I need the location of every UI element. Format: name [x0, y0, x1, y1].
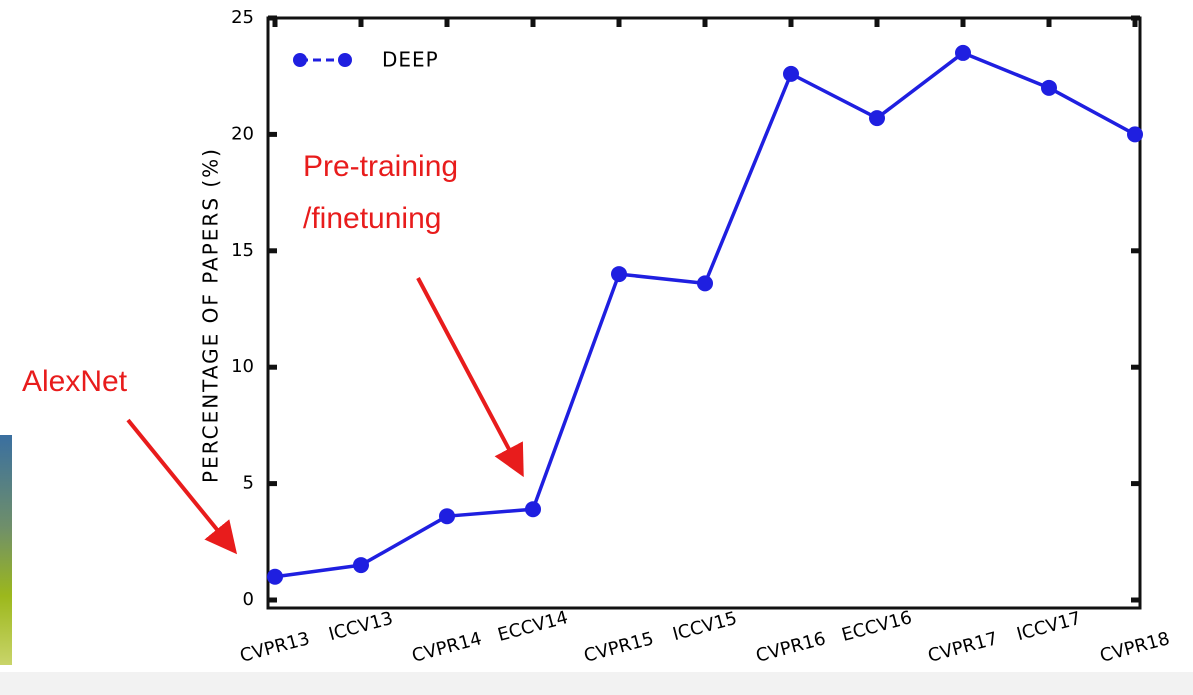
data-point	[611, 266, 627, 282]
x-tick-label: ICCV17	[1014, 608, 1083, 645]
data-point	[697, 275, 713, 291]
x-tick-label: CVPR16	[754, 628, 828, 667]
data-point	[353, 557, 369, 573]
y-tick-label: 10	[231, 356, 254, 377]
y-axis-label: PERCENTAGE OF PAPERS (%)	[199, 147, 223, 483]
y-tick-label: 20	[231, 123, 254, 144]
legend-marker	[338, 53, 352, 67]
x-tick-label: ICCV15	[670, 608, 739, 645]
data-point	[267, 569, 283, 585]
x-tick-label: CVPR15	[582, 628, 656, 667]
x-tick-label: CVPR13	[238, 628, 312, 667]
legend-label: DEEP	[382, 48, 439, 72]
x-tick-label: ECCV14	[496, 607, 571, 646]
data-point	[783, 66, 799, 82]
data-line	[275, 53, 1135, 577]
data-point	[1127, 126, 1143, 142]
x-tick-label: ICCV13	[326, 608, 395, 645]
y-tick-label: 0	[243, 589, 254, 610]
data-point	[1041, 80, 1057, 96]
x-tick-label: ECCV16	[840, 607, 915, 646]
background-photo	[0, 435, 12, 665]
y-tick-label: 25	[231, 7, 254, 28]
x-tick-label: CVPR14	[410, 628, 484, 667]
page: PERCENTAGE OF PAPERS (%) DEEP AlexNet Pr…	[0, 0, 1193, 695]
annotation: AlexNet	[22, 365, 128, 398]
data-point	[525, 501, 541, 517]
annotation-arrow	[418, 278, 520, 470]
y-tick-label: 15	[231, 240, 254, 261]
legend-marker	[293, 53, 307, 67]
bottom-strip	[0, 672, 1193, 695]
data-point	[439, 508, 455, 524]
plot-frame	[268, 18, 1140, 608]
data-point	[869, 110, 885, 126]
y-tick-label: 5	[243, 473, 254, 494]
x-tick-label: CVPR17	[926, 628, 1000, 667]
annotation: Pre-training	[303, 150, 458, 183]
chart: PERCENTAGE OF PAPERS (%) DEEP AlexNet Pr…	[0, 0, 1193, 695]
annotation: /finetuning	[303, 202, 441, 235]
x-tick-label: CVPR18	[1098, 628, 1172, 667]
data-point	[955, 45, 971, 61]
